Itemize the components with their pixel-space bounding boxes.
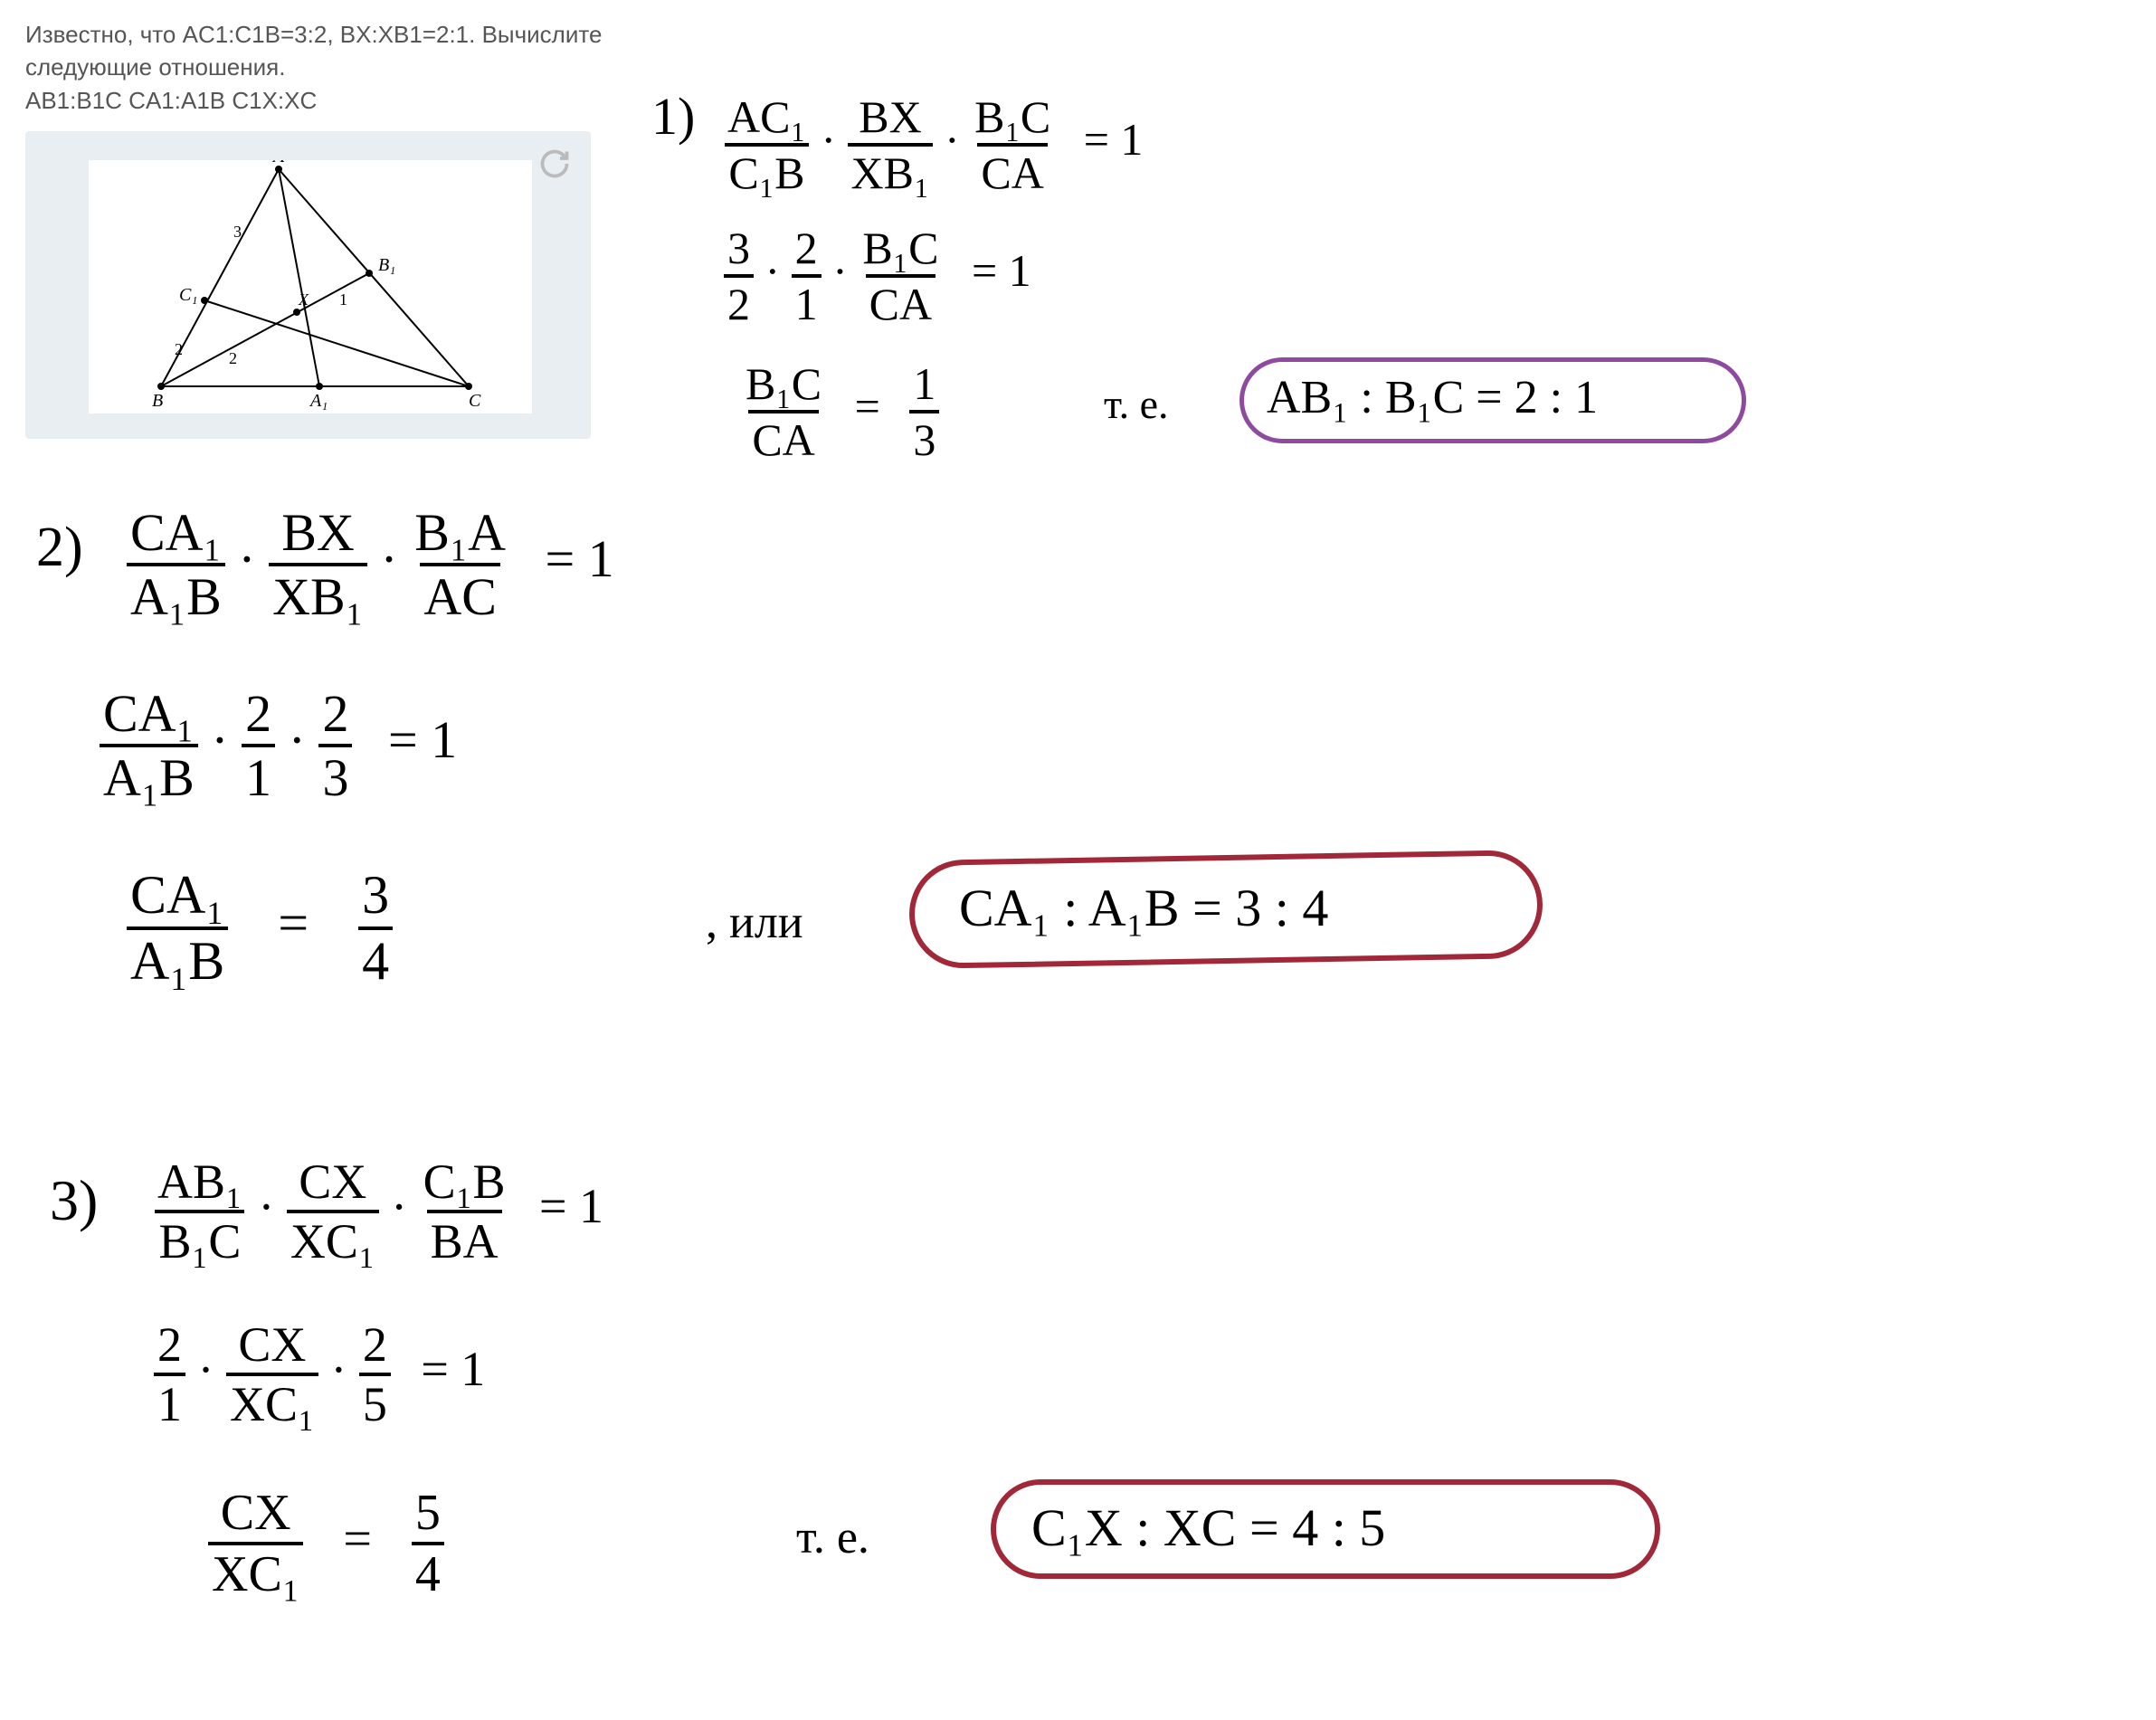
sol1-note: т. е. [1104,380,1169,428]
sol1-eq2: 32 · 21 · B₁CCA = 1 [724,222,1031,330]
svg-text:X: X [298,290,309,309]
sol1-answer-circle [1239,357,1746,443]
sol2-marker: 2) [36,516,83,580]
svg-text:3: 3 [233,223,242,241]
problem-line3: AB1:B1C CA1:A1B C1X:XC [25,84,602,117]
sol1-eq3: B₁CCA = 13 [742,357,939,466]
sol3-eq1: AB₁B₁C · CXXC₁ · C₁BBA = 1 [154,1154,603,1269]
sol2-eq1: CA₁A₁B · BXXB₁ · B₁AAC = 1 [127,502,614,627]
sol3-eq2: 21 · CXXC₁ · 25 = 1 [154,1316,485,1432]
sol3-eq3: CXXC₁ = 54 [208,1484,444,1603]
svg-text:A₁: A₁ [309,391,328,411]
sol3-note: т. е. [796,1511,869,1564]
sol2-answer-circle [908,850,1543,969]
sol2-note: , или [706,896,803,949]
sol2-eq2: CA₁A₁B · 21 · 23 = 1 [100,683,457,808]
sol1-eq1: AC₁C₁B · BXXB₁ · B₁CCA = 1 [724,90,1143,199]
svg-text:C₁: C₁ [179,285,197,305]
svg-text:B: B [152,391,163,411]
refresh-icon[interactable] [538,147,571,180]
svg-text:2: 2 [175,340,183,358]
diagram-container: A B C C₁ B₁ A₁ X 3 2 1 2 [25,131,591,439]
diagram-canvas: A B C C₁ B₁ A₁ X 3 2 1 2 [89,160,532,413]
sol1-marker: 1) [651,86,695,147]
svg-text:A: A [271,160,285,166]
svg-text:2: 2 [229,349,237,367]
sol3-answer-circle [991,1479,1660,1579]
svg-text:B₁: B₁ [378,255,395,275]
problem-line2: следующие отношения. [25,51,602,83]
sol2-eq3: CA₁A₁B = 34 [127,864,393,993]
problem-statement: Известно, что AC1:C1B=3:2, BX:XB1=2:1. В… [25,18,602,117]
svg-text:1: 1 [339,290,347,309]
sol3-marker: 3) [50,1167,98,1234]
triangle-diagram: A B C C₁ B₁ A₁ X 3 2 1 2 [89,160,532,413]
svg-text:C: C [469,391,481,411]
problem-line1: Известно, что AC1:C1B=3:2, BX:XB1=2:1. В… [25,18,602,51]
